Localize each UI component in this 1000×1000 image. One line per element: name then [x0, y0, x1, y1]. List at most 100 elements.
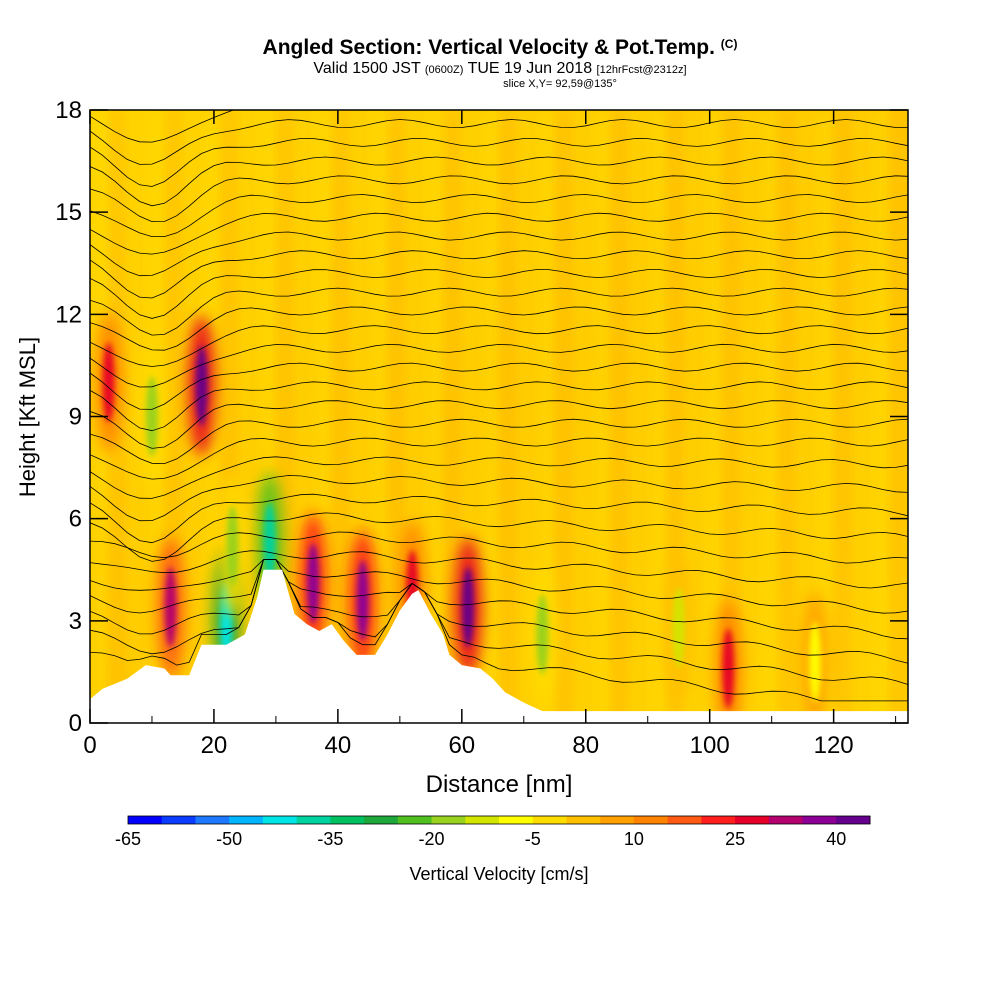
- x-tick-label: 0: [83, 732, 96, 759]
- velocity-cell: [263, 502, 276, 583]
- velocity-cell: [356, 560, 369, 641]
- velocity-cell: [307, 543, 320, 624]
- velocity-stripe: [781, 110, 794, 723]
- colorbar-tick-label: 10: [624, 829, 644, 849]
- colorbar-swatch: [532, 816, 567, 824]
- isentrope-line: [90, 194, 908, 237]
- colorbar-tick-label: -65: [115, 829, 141, 849]
- colorbar-frame: [127, 815, 871, 825]
- isentrope-line: [90, 175, 908, 223]
- isentrope-line: [90, 559, 908, 614]
- velocity-cell: [809, 621, 822, 702]
- chart-title: Angled Section: Vertical Velocity & Pot.…: [0, 36, 1000, 60]
- isentrope-line: [90, 362, 908, 410]
- velocity-field: [90, 110, 908, 723]
- isentrope-line: [90, 212, 908, 255]
- x-tick-label: 60: [448, 732, 475, 759]
- isentrope-line: [90, 512, 908, 562]
- y-tick-label: 6: [69, 506, 82, 533]
- valid-date: TUE 19 Jun 2018: [467, 60, 593, 77]
- colorbar-swatch: [262, 816, 298, 824]
- velocity-stripe: [520, 110, 533, 723]
- isentrope-line: [90, 137, 908, 187]
- colorbar-swatch: [768, 816, 804, 824]
- velocity-stripe: [836, 110, 849, 723]
- isentrope-line: [90, 119, 908, 165]
- velocity-stripe: [762, 110, 775, 723]
- isentrope-line: [90, 456, 908, 499]
- velocity-cell: [145, 376, 158, 457]
- isentrope-line: [90, 559, 908, 640]
- colorbar-swatch: [600, 816, 635, 824]
- isentrope-line: [90, 559, 908, 702]
- colorbar-swatch: [633, 816, 669, 824]
- velocity-stripe: [706, 110, 719, 723]
- velocity-stripe: [483, 110, 496, 723]
- y-axis: 0 3 6 9 12 15 18: [55, 97, 908, 737]
- x-axis-label: Distance [nm]: [426, 771, 573, 798]
- colorbar-tick-label: -5: [525, 829, 541, 849]
- valid-time: Valid 1500 JST: [313, 60, 421, 77]
- velocity-stripe: [874, 110, 887, 723]
- isentrope-line: [90, 287, 908, 336]
- isentrope-line: [90, 250, 908, 299]
- velocity-cell: [462, 567, 475, 648]
- velocity-stripe: [743, 110, 756, 723]
- x-axis: 0 20 40 60 80 100 120: [83, 110, 897, 759]
- potential-temperature-contours: [90, 110, 908, 702]
- y-axis-label: Height [Kft MSL]: [15, 337, 40, 497]
- velocity-stripe: [334, 110, 347, 723]
- isentrope-line: [90, 493, 908, 544]
- y-tick-label: 3: [69, 608, 82, 635]
- isentrope-line: [90, 475, 908, 522]
- colorbar-swatch: [128, 816, 163, 824]
- forecast-info: [12hrFcst@2312z]: [596, 64, 687, 76]
- velocity-cell: [195, 345, 208, 426]
- isentrope-line: [90, 343, 908, 388]
- velocity-stripe: [725, 110, 738, 723]
- velocity-stripe: [446, 110, 459, 723]
- colorbar-label: Vertical Velocity [cm/s]: [409, 864, 588, 884]
- terrain: [90, 569, 908, 723]
- colorbar-swatch: [229, 816, 264, 824]
- y-tick-label: 15: [55, 199, 82, 226]
- isentrope-line: [90, 418, 908, 465]
- colorbar-swatch: [836, 816, 871, 824]
- velocity-cell: [226, 505, 239, 586]
- isentrope-line: [90, 437, 908, 480]
- isentrope-line: [90, 400, 908, 449]
- velocity-stripe: [613, 110, 626, 723]
- isentrope-line: [90, 110, 235, 143]
- colorbar-swatch: [802, 816, 837, 824]
- x-tick-label: 40: [325, 732, 352, 759]
- velocity-stripe: [632, 110, 645, 723]
- velocity-cell: [722, 628, 735, 709]
- colorbar-swatch: [499, 816, 534, 824]
- velocity-stripe: [427, 110, 440, 723]
- x-tick-label: 20: [201, 732, 228, 759]
- isentrope-line: [90, 156, 908, 207]
- chart-title-text: Angled Section: Vertical Velocity & Pot.…: [262, 36, 715, 59]
- isentrope-line: [90, 269, 908, 319]
- colorbar: -65 -50 -35 -20 -5 10 25 40: [115, 815, 871, 849]
- velocity-stripe: [558, 110, 571, 723]
- velocity-cell: [536, 594, 549, 675]
- isentrope-line: [90, 559, 908, 685]
- velocity-stripe: [651, 110, 664, 723]
- colorbar-swatch: [161, 816, 196, 824]
- y-tick-label: 0: [69, 710, 82, 737]
- velocity-stripe: [502, 110, 515, 723]
- colorbar-tick-label: 25: [725, 829, 745, 849]
- valid-utc: (0600Z): [424, 64, 464, 76]
- x-tick-label: 80: [572, 732, 599, 759]
- isentrope-line: [90, 381, 908, 432]
- slice-info: slice X,Y= 92,59@135°: [503, 78, 617, 90]
- y-tick-label: 9: [69, 404, 82, 431]
- colorbar-swatch: [566, 816, 601, 824]
- colorbar-tick-label: -50: [216, 829, 242, 849]
- colorbar-swatch: [465, 816, 500, 824]
- colorbar-swatch: [195, 816, 230, 824]
- chart-subtitle: Valid 1500 JST (0600Z) TUE 19 Jun 2018 […: [0, 60, 1000, 78]
- velocity-stripe: [799, 110, 812, 723]
- velocity-stripe: [818, 110, 831, 723]
